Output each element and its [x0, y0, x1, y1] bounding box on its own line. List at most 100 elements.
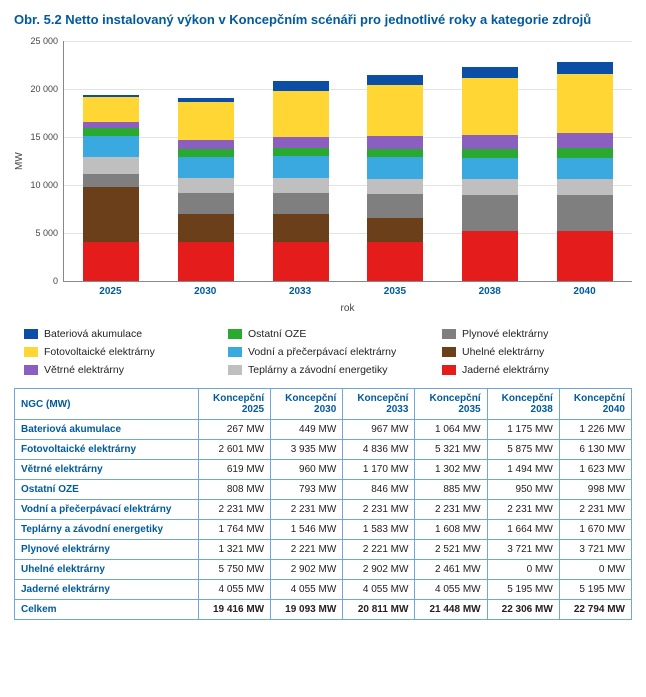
bar-segment-bateriova — [557, 62, 613, 74]
data-table: NGC (MW)Koncepční2025Koncepční2030Koncep… — [14, 388, 632, 620]
table-cell: 4 055 MW — [343, 580, 415, 600]
table-row: Jaderné elektrárny4 055 MW4 055 MW4 055 … — [15, 580, 632, 600]
bar-segment-vodni — [273, 156, 329, 177]
bar-segment-plynove — [178, 193, 234, 214]
x-axis-label: rok — [63, 303, 632, 314]
x-tick: 2025 — [82, 286, 138, 297]
legend-label: Teplárny a závodní energetiky — [248, 364, 388, 376]
bar-segment-fotovoltaicke — [83, 97, 139, 122]
table-cell: 793 MW — [271, 480, 343, 500]
legend-item: Větrné elektrárny — [24, 364, 224, 376]
bar-segment-fotovoltaicke — [367, 85, 423, 136]
table-cell: 5 875 MW — [487, 440, 559, 460]
x-tick: 2040 — [557, 286, 613, 297]
table-cell: 2 902 MW — [271, 560, 343, 580]
bar-segment-ostatni_oze — [273, 148, 329, 156]
table-cell: 2 521 MW — [415, 540, 487, 560]
table-header-cell: Koncepční2035 — [415, 389, 487, 420]
table-cell: 19 093 MW — [271, 600, 343, 620]
table-cell: 2 221 MW — [343, 540, 415, 560]
y-tick: 20 000 — [24, 84, 58, 94]
bar-segment-bateriova — [462, 67, 518, 78]
bar — [273, 81, 329, 281]
bar-segment-ostatni_oze — [83, 128, 139, 136]
bar-segment-uhelne — [178, 214, 234, 242]
bar-segment-ostatni_oze — [367, 149, 423, 157]
bar-segment-fotovoltaicke — [178, 102, 234, 140]
bar-segment-plynove — [557, 195, 613, 231]
bar-segment-vodni — [557, 158, 613, 179]
legend-label: Jaderné elektrárny — [462, 364, 549, 376]
legend-item: Teplárny a závodní energetiky — [228, 364, 438, 376]
table-cell: 1 226 MW — [559, 420, 631, 440]
bar-segment-vetrne — [462, 135, 518, 149]
table-cell: 22 794 MW — [559, 600, 631, 620]
bar-segment-teplarny — [83, 157, 139, 174]
table-row-label: Celkem — [15, 600, 199, 620]
bar-segment-plynove — [273, 193, 329, 214]
bar-segment-plynove — [83, 174, 139, 187]
bar-segment-vodni — [462, 158, 518, 179]
legend-swatch — [442, 347, 456, 357]
table-row-label: Uhelné elektrárny — [15, 560, 199, 580]
table-cell: 5 195 MW — [559, 580, 631, 600]
legend-label: Bateriová akumulace — [44, 328, 142, 340]
bar-segment-vetrne — [557, 133, 613, 149]
table-header-cell: Koncepční2040 — [559, 389, 631, 420]
y-axis-label: MW — [14, 41, 25, 281]
bar-segment-jaderne — [367, 242, 423, 281]
legend-label: Větrné elektrárny — [44, 364, 124, 376]
table-cell: 3 721 MW — [559, 540, 631, 560]
bar-segment-teplarny — [367, 179, 423, 194]
y-tick: 25 000 — [24, 36, 58, 46]
table-row-label: Jaderné elektrárny — [15, 580, 199, 600]
table-cell: 4 055 MW — [415, 580, 487, 600]
table-cell: 449 MW — [271, 420, 343, 440]
table-cell: 960 MW — [271, 460, 343, 480]
bar-segment-teplarny — [178, 178, 234, 193]
table-cell: 619 MW — [198, 460, 270, 480]
table-cell: 808 MW — [198, 480, 270, 500]
table-cell: 998 MW — [559, 480, 631, 500]
chart-legend: Bateriová akumulaceOstatní OZEPlynové el… — [24, 328, 632, 376]
table-row-label: Plynové elektrárny — [15, 540, 199, 560]
legend-label: Uhelné elektrárny — [462, 346, 544, 358]
legend-swatch — [228, 347, 242, 357]
bar-segment-jaderne — [273, 242, 329, 281]
table-row: Celkem19 416 MW19 093 MW20 811 MW21 448 … — [15, 600, 632, 620]
bar — [557, 62, 613, 281]
legend-swatch — [228, 329, 242, 339]
table-cell: 1 175 MW — [487, 420, 559, 440]
table-cell: 4 055 MW — [198, 580, 270, 600]
bar-segment-vetrne — [367, 136, 423, 148]
table-cell: 2 231 MW — [487, 500, 559, 520]
legend-item: Fotovoltaické elektrárny — [24, 346, 224, 358]
y-tick: 0 — [24, 276, 58, 286]
bar-segment-uhelne — [367, 218, 423, 242]
x-tick: 2033 — [272, 286, 328, 297]
table-row: Větrné elektrárny619 MW960 MW1 170 MW1 3… — [15, 460, 632, 480]
table-cell: 2 601 MW — [198, 440, 270, 460]
bar-segment-jaderne — [83, 242, 139, 281]
y-tick: 15 000 — [24, 132, 58, 142]
legend-item: Bateriová akumulace — [24, 328, 224, 340]
legend-swatch — [442, 365, 456, 375]
bar — [178, 98, 234, 281]
figure-title: Obr. 5.2 Netto instalovaný výkon v Konce… — [14, 12, 632, 27]
legend-item: Uhelné elektrárny — [442, 346, 622, 358]
table-cell: 2 902 MW — [343, 560, 415, 580]
table-cell: 1 064 MW — [415, 420, 487, 440]
table-cell: 4 055 MW — [271, 580, 343, 600]
table-cell: 4 836 MW — [343, 440, 415, 460]
bar-segment-uhelne — [273, 214, 329, 242]
y-tick: 5 000 — [24, 228, 58, 238]
legend-swatch — [228, 365, 242, 375]
bar-segment-fotovoltaicke — [462, 78, 518, 134]
table-row: Fotovoltaické elektrárny2 601 MW3 935 MW… — [15, 440, 632, 460]
table-cell: 19 416 MW — [198, 600, 270, 620]
legend-label: Fotovoltaické elektrárny — [44, 346, 155, 358]
table-cell: 5 750 MW — [198, 560, 270, 580]
x-axis-ticks: 202520302033203520382040 — [63, 286, 632, 297]
bar-segment-bateriova — [367, 75, 423, 85]
table-cell: 1 764 MW — [198, 520, 270, 540]
